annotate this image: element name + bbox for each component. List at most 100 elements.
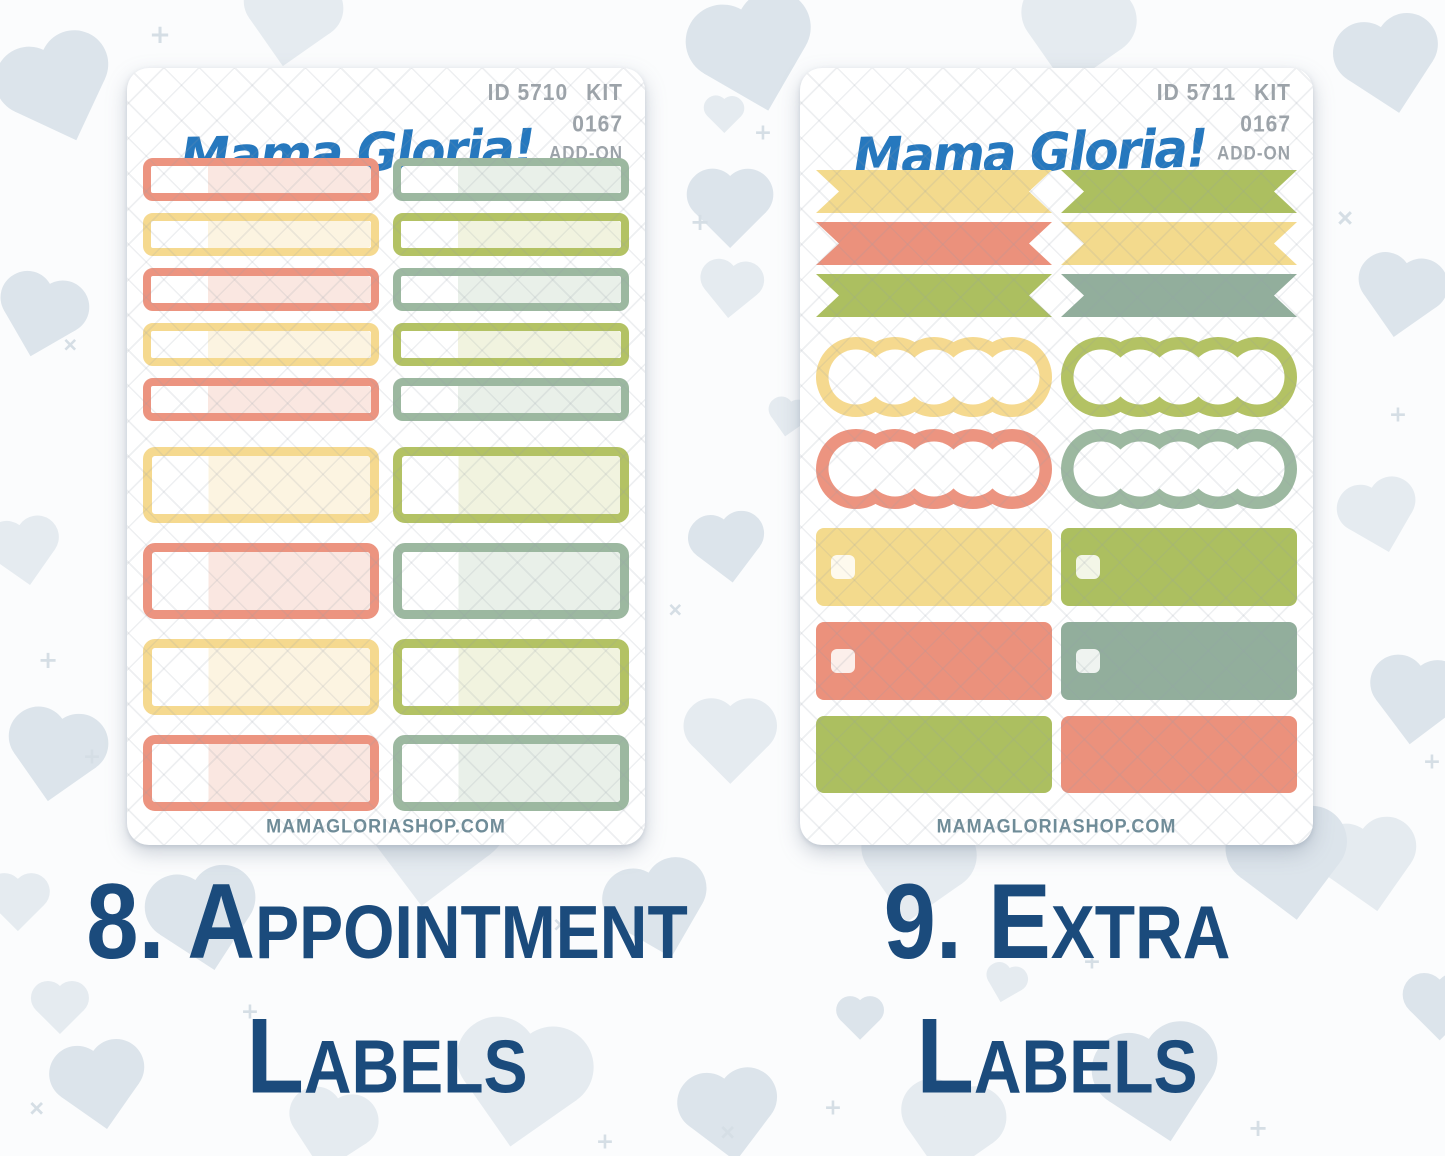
heart-icon xyxy=(1409,979,1445,1041)
sticker-thin-outline-yellow[interactable] xyxy=(143,213,379,256)
plus-mark-icon: + xyxy=(823,1095,843,1121)
sticker-scallop-olive[interactable] xyxy=(1061,337,1297,417)
caption-line: 9. Extra xyxy=(883,861,1231,981)
label-writing-area xyxy=(152,552,370,610)
plus-mark-icon: + xyxy=(1082,949,1102,975)
label-writing-area xyxy=(402,456,620,514)
sticker-thin-outline-yellow[interactable] xyxy=(143,323,379,366)
sticker-flag-salmon[interactable] xyxy=(816,222,1052,265)
heart-icon xyxy=(4,284,76,356)
label-writing-area xyxy=(402,552,620,610)
sticker-checkbox-rect-sage[interactable] xyxy=(1061,622,1297,700)
label-writing-area xyxy=(151,166,371,193)
sticker-tall-outline-salmon[interactable] xyxy=(143,735,379,811)
heart-icon xyxy=(1375,665,1445,745)
sticker-thin-outline-sage[interactable] xyxy=(393,378,629,421)
heart-icon xyxy=(0,524,56,586)
heart-icon xyxy=(0,878,45,932)
sticker-checkbox-rect-yellow[interactable] xyxy=(816,528,1052,606)
checkbox-square xyxy=(831,649,855,673)
sticker-thin-outline-olive[interactable] xyxy=(393,323,629,366)
sticker-tall-outline-sage[interactable] xyxy=(393,543,629,619)
sticker-scallop-yellow[interactable] xyxy=(816,337,1052,417)
label-writing-area xyxy=(152,648,370,706)
sticker-row xyxy=(143,639,629,715)
label-writing-area xyxy=(402,648,620,706)
plus-mark-icon: + xyxy=(689,208,711,236)
sheet-meta: ID 5711 KIT 0167 ADD-ON xyxy=(1157,80,1291,165)
sticker-thin-outline-sage[interactable] xyxy=(393,158,629,201)
label-writing-area xyxy=(152,456,370,514)
checkbox-square xyxy=(831,555,855,579)
label-writing-area xyxy=(401,221,621,248)
sticker-tall-outline-olive[interactable] xyxy=(393,447,629,523)
cross-mark-icon: + xyxy=(19,1090,55,1126)
sticker-row xyxy=(816,622,1297,700)
caption-appointment-labels: 8. Appointment Labels xyxy=(62,861,712,1110)
sheet-id: ID 5710 xyxy=(487,80,569,106)
sticker-tall-outline-yellow[interactable] xyxy=(143,639,379,715)
sticker-thin-outline-salmon[interactable] xyxy=(143,268,379,311)
sticker-flag-yellow[interactable] xyxy=(1061,222,1297,265)
kit-word: KIT xyxy=(586,80,623,106)
sticker-checkbox-rect-olive[interactable] xyxy=(1061,528,1297,606)
sticker-row xyxy=(816,528,1297,606)
plus-mark-icon: + xyxy=(149,20,171,50)
heart-icon xyxy=(696,519,760,583)
sticker-scallop-sage[interactable] xyxy=(1061,429,1297,509)
heart-icon xyxy=(1027,0,1123,88)
sticker-thin-outline-sage[interactable] xyxy=(393,268,629,311)
cross-mark-icon: + xyxy=(659,594,691,626)
sticker-sheet-extra-labels: Mama Gloria! ID 5711 KIT 0167 ADD-ON MAM… xyxy=(800,68,1313,845)
heart-icon xyxy=(704,265,758,319)
sticker-grid xyxy=(143,158,629,811)
heart-icon xyxy=(1347,27,1433,113)
heart-icon xyxy=(770,401,806,437)
heart-icon xyxy=(13,718,97,802)
label-writing-area xyxy=(151,276,371,303)
sticker-tall-outline-olive[interactable] xyxy=(393,639,629,715)
kit-addon: ADD-ON xyxy=(1217,142,1291,164)
sticker-row xyxy=(143,543,629,619)
heart-icon xyxy=(248,0,332,67)
sticker-flag-olive[interactable] xyxy=(816,274,1052,317)
label-writing-area xyxy=(401,276,621,303)
sticker-plain-rect-olive[interactable] xyxy=(816,716,1052,793)
label-writing-area xyxy=(401,331,621,358)
caption-extra-labels: 9. Extra Labels xyxy=(812,861,1302,1116)
label-writing-area xyxy=(151,386,371,413)
sticker-row xyxy=(816,222,1297,265)
sheet-meta: ID 5710 KIT 0167 ADD-ON xyxy=(488,80,623,165)
plus-mark-icon: + xyxy=(1388,402,1408,428)
sticker-scallop-salmon[interactable] xyxy=(816,429,1052,509)
sticker-row xyxy=(816,429,1297,509)
sticker-flag-olive[interactable] xyxy=(1061,170,1297,213)
sticker-flag-yellow[interactable] xyxy=(816,170,1052,213)
plus-mark-icon: + xyxy=(240,999,260,1025)
sticker-checkbox-rect-salmon[interactable] xyxy=(816,622,1052,700)
sticker-row xyxy=(143,323,629,366)
sticker-flag-sage[interactable] xyxy=(1061,274,1297,317)
sticker-thin-outline-salmon[interactable] xyxy=(143,378,379,421)
label-writing-area xyxy=(152,744,370,802)
sticker-tall-outline-sage[interactable] xyxy=(393,735,629,811)
heart-icon xyxy=(1328,828,1412,912)
sticker-plain-rect-salmon[interactable] xyxy=(1061,716,1297,793)
label-writing-area xyxy=(401,386,621,413)
plus-mark-icon: + xyxy=(82,744,102,770)
sticker-sheet-appointment-labels: Mama Gloria! ID 5710 KIT 0167 ADD-ON MAM… xyxy=(127,68,645,845)
sticker-thin-outline-salmon[interactable] xyxy=(143,158,379,201)
label-writing-area xyxy=(151,221,371,248)
caption-line: 8. Appointment xyxy=(86,861,688,981)
sticker-tall-outline-salmon[interactable] xyxy=(143,543,379,619)
website-url: MAMAGLORIASHOP.COM xyxy=(936,815,1177,837)
plus-mark-icon: + xyxy=(37,646,59,674)
sticker-thin-outline-olive[interactable] xyxy=(393,213,629,256)
sticker-tall-outline-yellow[interactable] xyxy=(143,447,379,523)
sticker-row xyxy=(143,158,629,201)
sticker-row xyxy=(143,213,629,256)
caption-line: Labels xyxy=(916,995,1198,1116)
heart-icon xyxy=(694,176,766,248)
checkbox-square xyxy=(1076,555,1100,579)
